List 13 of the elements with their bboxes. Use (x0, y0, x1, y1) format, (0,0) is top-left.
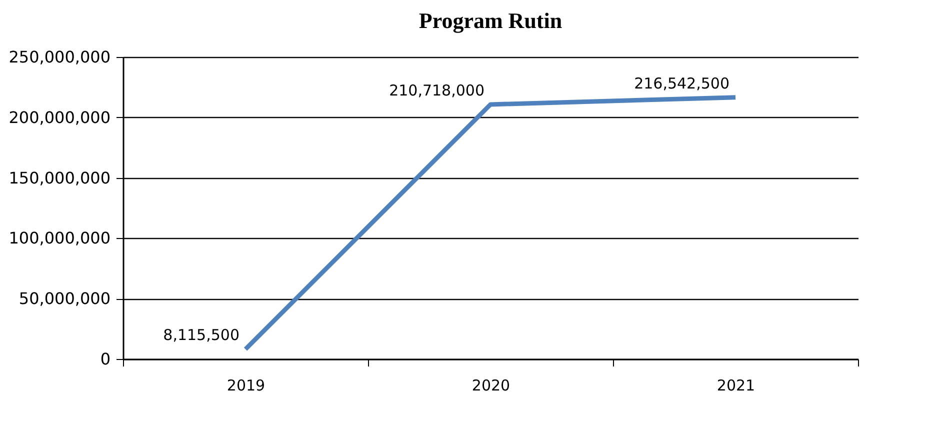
data-label: 216,542,500 (634, 74, 730, 92)
data-label: 210,718,000 (389, 81, 484, 100)
y-tick-label: 200,000,000 (8, 108, 110, 127)
y-tick-label: 0 (100, 350, 110, 368)
x-tick-label: 2019 (226, 376, 266, 394)
y-tick-label: 50,000,000 (18, 289, 110, 308)
y-tick-label: 250,000,000 (8, 48, 110, 66)
x-tick-label: 2021 (716, 376, 756, 394)
y-tick-label: 150,000,000 (8, 168, 110, 188)
x-tick-label: 2020 (472, 376, 510, 394)
chart-title: Program Rutin (418, 8, 562, 33)
y-tick-label: 100,000,000 (8, 228, 110, 248)
data-label: 8,115,500 (163, 326, 240, 344)
